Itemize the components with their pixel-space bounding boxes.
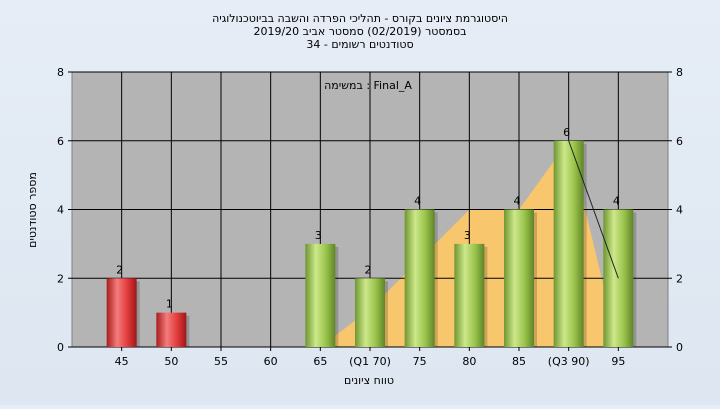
x-tick-label: (Q3 90)	[548, 355, 590, 368]
x-tick-label: 55	[214, 355, 228, 368]
bar	[355, 278, 385, 347]
bar-value-label: 4	[514, 195, 521, 208]
bar-value-label: 1	[166, 298, 173, 311]
bar-value-label: 6	[563, 126, 570, 139]
x-tick-label: (Q1 70)	[349, 355, 391, 368]
y-tick-label-right: 6	[676, 135, 683, 148]
bar	[404, 209, 435, 347]
bar-value-label: 2	[365, 263, 372, 276]
bars	[106, 140, 637, 347]
y-tick-label-right: 4	[676, 204, 683, 217]
chart-title: היסטוגרמת ציונים בקורס - תהליכי הפרדה וה…	[212, 12, 508, 51]
bar-value-label: 3	[315, 229, 322, 242]
bar-value-label: 4	[414, 195, 421, 208]
x-tick-label: 80	[462, 355, 476, 368]
series-label: במשימה : Final_A	[324, 79, 412, 92]
x-tick-label: 75	[413, 355, 427, 368]
y-tick-label-left: 8	[57, 66, 64, 79]
chart-title-line-2: בסמסטר (02/2019) סמסטר אביב 2019/20	[253, 25, 466, 38]
y-tick-label-right: 8	[676, 66, 683, 79]
bar-value-label: 4	[613, 195, 620, 208]
axis-ticks: 45 50 55 60 65 (Q1 70) 75 80 85 (Q3 90) 95 0 0 2 2 4 4 6 6…	[57, 66, 683, 368]
x-tick-label: 95	[611, 355, 625, 368]
bar	[106, 278, 137, 347]
bar-value-label: 3	[464, 229, 471, 242]
bar	[156, 312, 187, 347]
y-tick-label-left: 0	[57, 341, 64, 354]
y-tick-label-left: 6	[57, 135, 64, 148]
y-tick-label-right: 2	[676, 272, 683, 285]
data-labels: 2 1 3 2 4 3 4 6 4	[116, 126, 620, 311]
bar	[305, 243, 336, 347]
y-axis-title: מספר סטודנטים	[26, 172, 39, 248]
chart-title-line-1: היסטוגרמת ציונים בקורס - תהליכי הפרדה וה…	[212, 12, 508, 25]
y-tick-label-left: 4	[57, 204, 64, 217]
x-tick-label: 45	[115, 355, 129, 368]
y-tick-label-left: 2	[57, 272, 64, 285]
chart-title-line-3: סטודנטים רשומים - 34	[306, 38, 413, 51]
bar	[553, 140, 584, 347]
bar-value-label: 2	[116, 263, 123, 276]
x-tick-label: 85	[512, 355, 526, 368]
bar	[454, 243, 485, 347]
x-axis-title: טווח ציונים	[344, 374, 394, 387]
x-tick-label: 50	[164, 355, 178, 368]
trend-line-layer	[568, 140, 619, 279]
x-tick-label: 60	[264, 355, 278, 368]
x-tick-label: 65	[313, 355, 327, 368]
trend-line	[568, 140, 619, 279]
bar	[504, 209, 534, 347]
y-tick-label-right: 0	[676, 341, 683, 354]
